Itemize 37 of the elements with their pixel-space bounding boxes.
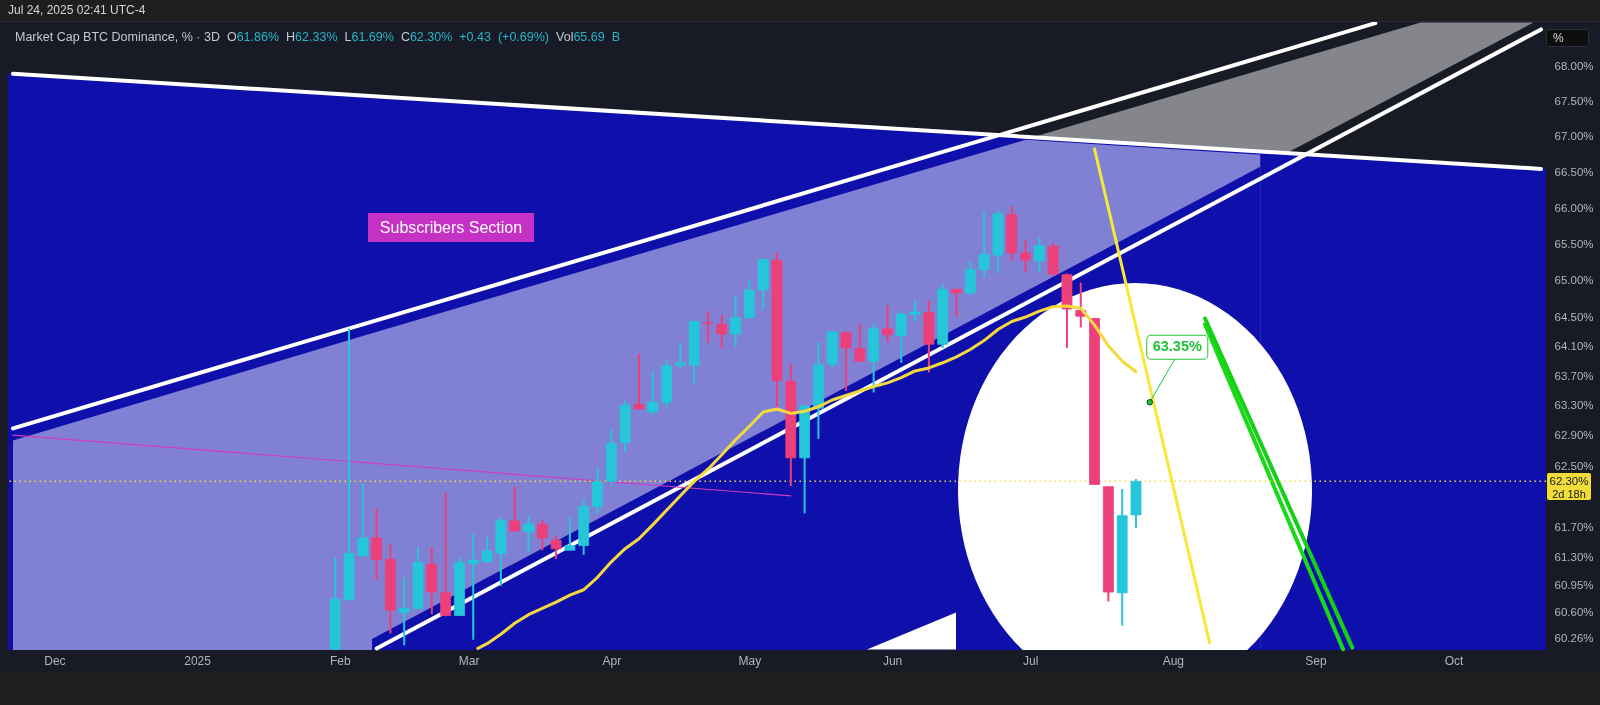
annotation: Subscribers Section (368, 213, 534, 242)
y-tick-label: 60.26% (1554, 632, 1594, 645)
y-tick-label: 60.95% (1554, 578, 1594, 591)
text: Market Cap BTC Dominance, % · 3D (15, 30, 220, 44)
x-tick-label: Oct (1444, 653, 1465, 668)
y-tick-label: 60.60% (1554, 605, 1594, 618)
y-tick-label: 62.50% (1554, 459, 1594, 472)
text: 2d 18h (1551, 488, 1587, 501)
x-tick-label: Aug (1162, 653, 1184, 668)
y-tick-label: 61.30% (1554, 551, 1594, 564)
y-tick-label: 68.00% (1554, 60, 1594, 73)
y-tick-label: 66.50% (1554, 165, 1594, 178)
y-tick-label: 67.00% (1554, 130, 1594, 143)
y-tick-label: 65.00% (1554, 273, 1594, 286)
text: Jul 24, 2025 02:41 UTC-4 (8, 2, 146, 19)
x-tick-label: Dec (44, 653, 66, 668)
text: O61.86% H62.33% L61.69% C62.30% +0.43 (+0.69%) Vol65.69 B (226, 30, 621, 44)
x-tick-label: Mar (458, 653, 480, 668)
y-tick-label: 64.50% (1554, 310, 1594, 323)
ref-line-label: 62.30% (1548, 474, 1590, 490)
x-tick-label: Sep (1305, 653, 1327, 668)
y-tick-label: 64.10% (1554, 340, 1594, 352)
x-tick-label: Feb (329, 653, 351, 668)
text: % (1553, 30, 1564, 47)
x-tick-label: Apr (602, 653, 622, 668)
y-tick-label: 63.70% (1554, 369, 1594, 382)
annotation: 63.35% (1152, 338, 1202, 355)
y-tick-label: 62.90% (1554, 429, 1594, 442)
x-tick-label: Jun (882, 653, 903, 668)
y-tick-label: 66.00% (1554, 201, 1594, 214)
y-tick-label: 61.70% (1554, 520, 1594, 533)
x-tick-label: Jul (1022, 653, 1039, 668)
y-tick-label: 65.50% (1554, 237, 1594, 250)
x-tick-label: 2025 (184, 653, 212, 668)
y-tick-label: 67.50% (1554, 95, 1594, 108)
y-tick-label: 63.30% (1554, 399, 1594, 412)
x-tick-label: May (738, 653, 762, 668)
